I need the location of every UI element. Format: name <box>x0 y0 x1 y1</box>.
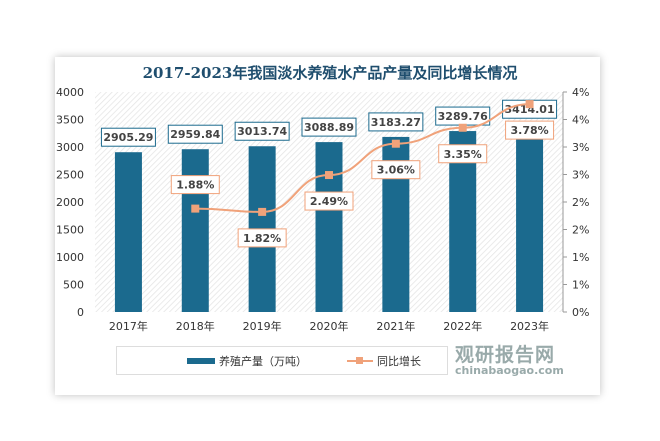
bar-data-label: 3088.89 <box>304 121 354 134</box>
legend-item-bar: 养殖产量（万吨） <box>187 353 307 369</box>
bar-data-label: 2959.84 <box>170 128 220 141</box>
left-tick-label: 0 <box>77 306 84 319</box>
bar-data-label: 3414.01 <box>505 103 555 116</box>
right-tick-label: 2% <box>572 196 589 209</box>
chart-title: 2017-2023年我国淡水养殖水产品产量及同比增长情况 <box>142 64 518 82</box>
line-marker <box>258 207 267 216</box>
line-marker <box>458 123 467 132</box>
left-tick-label: 4000 <box>56 86 84 99</box>
right-tick-label: 4% <box>572 114 589 127</box>
x-tick-label: 2023年 <box>510 319 549 333</box>
bar <box>315 142 343 312</box>
line-label-box <box>237 228 287 248</box>
line-label-box <box>505 120 555 140</box>
left-tick-label: 3500 <box>56 114 84 127</box>
line-marker <box>191 204 200 213</box>
left-tick-label: 2500 <box>56 169 84 182</box>
left-tick-label: 1500 <box>56 224 84 237</box>
right-tick-label: 3% <box>572 169 589 182</box>
line-data-label: 3.78% <box>510 124 548 137</box>
line-label-box <box>371 160 421 180</box>
bar <box>181 149 209 312</box>
legend-item-line: 同比增长 <box>347 353 421 369</box>
legend: 养殖产量（万吨） 同比增长 <box>116 346 448 375</box>
bar <box>516 124 544 312</box>
x-tick-label: 2017年 <box>109 319 148 333</box>
right-tick-label: 3% <box>572 141 589 154</box>
bar <box>114 152 142 312</box>
line-marker <box>391 139 400 148</box>
line-data-label: 1.88% <box>176 179 214 192</box>
line-data-label: 2.49% <box>310 195 348 208</box>
bar-data-label: 2905.29 <box>103 131 153 144</box>
line-label-box <box>170 175 220 195</box>
line-label-box <box>438 144 488 164</box>
legend-bar-swatch <box>187 358 215 364</box>
x-tick-label: 2019年 <box>243 319 282 333</box>
x-tick-label: 2020年 <box>310 319 349 333</box>
bar-label-box <box>167 124 223 144</box>
line-data-label: 3.06% <box>377 164 415 177</box>
bar-label-box <box>368 112 424 132</box>
left-tick-label: 2000 <box>56 196 84 209</box>
legend-label: 养殖产量（万吨） <box>219 355 307 368</box>
right-tick-label: 1% <box>572 279 589 292</box>
bar-label-box <box>100 127 156 147</box>
legend-line-swatch <box>347 357 373 364</box>
watermark-logo: 观研报告网 chinabaogao.com <box>455 344 564 377</box>
line-marker <box>325 171 333 180</box>
line-data-label: 1.82% <box>243 232 281 245</box>
x-tick-label: 2021年 <box>376 319 415 333</box>
x-tick-label: 2022年 <box>443 319 482 333</box>
right-tick-label: 0% <box>572 306 589 319</box>
line-label-box <box>304 191 354 211</box>
legend-label: 同比增长 <box>377 355 421 368</box>
right-tick-label: 2% <box>572 224 589 237</box>
left-tick-label: 1000 <box>56 251 84 264</box>
bar-data-label: 3183.27 <box>371 116 421 129</box>
bar-label-box <box>234 121 290 141</box>
bar-data-label: 3289.76 <box>438 110 488 123</box>
line-marker <box>525 100 534 109</box>
bar-data-label: 3013.74 <box>237 125 287 138</box>
right-tick-label: 4% <box>572 86 589 99</box>
right-tick-label: 1% <box>572 251 589 264</box>
left-tick-label: 500 <box>63 279 84 292</box>
x-tick-label: 2018年 <box>176 319 215 333</box>
line-data-label: 3.35% <box>444 148 482 161</box>
left-tick-label: 3000 <box>56 141 84 154</box>
bar-label-box <box>301 117 357 137</box>
